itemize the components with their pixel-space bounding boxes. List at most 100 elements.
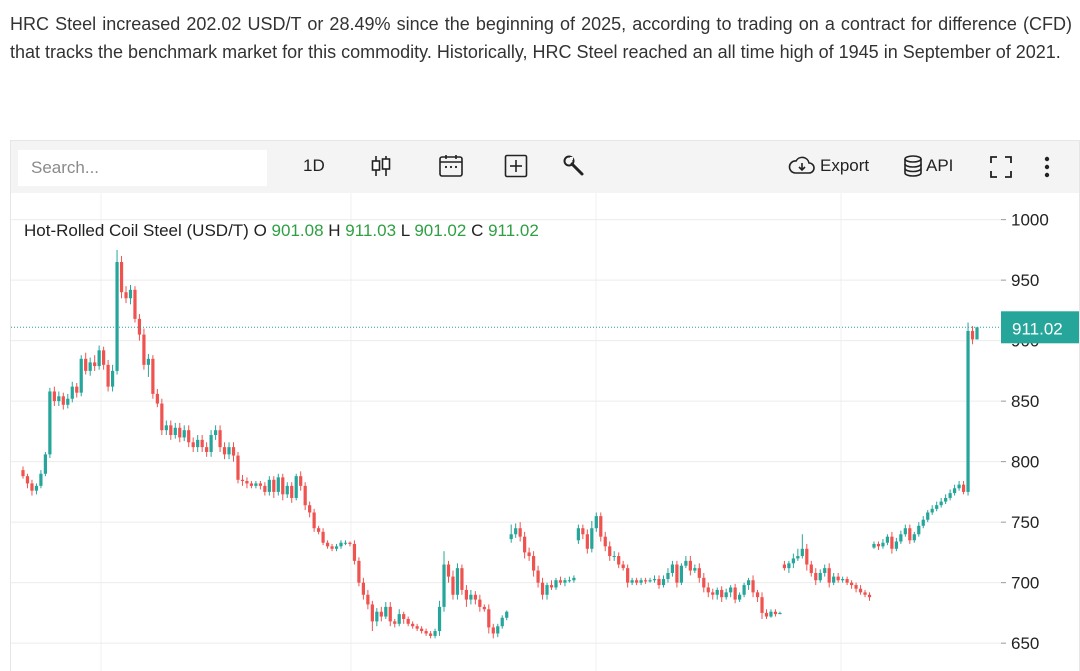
y-axis-tick-label: 1000	[1011, 211, 1049, 230]
candle-body	[818, 572, 822, 581]
candle-body	[325, 542, 330, 547]
candle-body	[316, 528, 321, 532]
plus-box-icon	[504, 154, 528, 178]
candle-body	[93, 362, 97, 367]
candle-body	[160, 403, 164, 431]
candle-body	[227, 447, 231, 455]
legend-high-value: 911.03	[345, 221, 397, 240]
candle-body	[841, 579, 845, 581]
candle-body	[702, 577, 706, 588]
candle-body	[258, 483, 262, 486]
candle-body	[858, 588, 863, 593]
candle-body	[693, 568, 697, 571]
candle-body	[778, 612, 782, 615]
candle-body	[648, 580, 652, 582]
price-chart: 1000950900850800750700650911.02	[11, 193, 1079, 671]
candle-body	[420, 628, 424, 632]
candle-body	[151, 358, 155, 394]
candle-body	[872, 543, 876, 548]
candle-body	[930, 508, 934, 513]
legend-close-value: 911.02	[488, 221, 539, 240]
candle-body	[921, 519, 925, 526]
candle-body	[670, 564, 675, 573]
candle-body	[79, 358, 83, 393]
candle-body	[285, 485, 289, 495]
candle-body	[733, 587, 737, 600]
candle-body	[388, 606, 392, 622]
last-price-badge	[1001, 311, 1079, 344]
candle-body	[567, 580, 572, 582]
candle-body	[894, 541, 898, 549]
candle-body	[446, 564, 451, 577]
candle-body	[200, 439, 204, 448]
candle-body	[634, 580, 639, 583]
interval-button[interactable]: 1D	[303, 156, 325, 175]
candle-body	[128, 289, 133, 299]
candle-body	[169, 425, 173, 436]
chart-toolbar: 1D	[11, 141, 1079, 193]
candle-body	[724, 592, 728, 598]
candle-body	[222, 447, 227, 455]
candle-body	[491, 627, 495, 634]
candle-body	[209, 435, 213, 452]
calendar-icon	[439, 155, 463, 177]
candle-body	[599, 516, 603, 537]
candle-body	[366, 594, 370, 605]
candle-body	[411, 623, 415, 627]
candle-body	[299, 476, 303, 486]
candle-body	[975, 327, 979, 340]
candle-body	[572, 577, 576, 581]
y-axis-tick-label: 700	[1011, 574, 1039, 593]
candle-body	[536, 570, 540, 583]
search-input[interactable]	[18, 150, 267, 186]
candle-body	[482, 606, 486, 610]
chart-type-button[interactable]	[369, 154, 393, 178]
candle-body	[545, 585, 549, 595]
candle-body	[590, 528, 594, 549]
candle-body	[585, 534, 589, 549]
y-axis-tick-label: 750	[1011, 513, 1039, 532]
candle-body	[845, 579, 849, 583]
candle-body	[863, 592, 867, 595]
settings-button[interactable]	[562, 154, 586, 178]
candle-body	[742, 585, 746, 595]
candle-body	[34, 485, 39, 491]
candle-body	[442, 564, 446, 607]
api-label: API	[926, 156, 954, 175]
candle-body	[379, 611, 383, 617]
candle-body	[433, 631, 437, 636]
candle-body	[205, 447, 209, 452]
candle-body	[370, 604, 374, 622]
candle-body	[912, 534, 916, 541]
candle-body	[455, 568, 460, 595]
candle-body	[375, 611, 379, 622]
candle-body	[478, 599, 482, 607]
candle-body	[652, 579, 657, 581]
candle-body	[281, 477, 285, 495]
candle-body	[876, 543, 881, 547]
candle-body	[697, 568, 701, 578]
candle-body	[885, 536, 890, 543]
fullscreen-button[interactable]	[989, 155, 1013, 179]
more-options-button[interactable]	[1043, 155, 1051, 179]
candle-body	[106, 364, 110, 387]
candle-body	[800, 548, 804, 557]
candle-body	[594, 516, 598, 529]
api-button[interactable]: API	[903, 155, 953, 177]
export-label: Export	[820, 156, 870, 175]
date-range-button[interactable]	[438, 153, 464, 179]
candle-body	[576, 528, 580, 541]
add-indicator-button[interactable]	[504, 154, 528, 178]
candle-body	[666, 572, 670, 580]
candle-body	[791, 558, 795, 564]
candle-body	[836, 576, 840, 581]
y-axis-tick-label: 850	[1011, 392, 1039, 411]
legend-low-value: 901.02	[414, 221, 467, 240]
export-button[interactable]: Export	[788, 155, 869, 177]
more-vertical-icon	[1044, 156, 1050, 178]
y-axis-tick-label: 650	[1011, 634, 1039, 653]
candle-body	[428, 633, 433, 636]
candle-body	[272, 479, 276, 492]
candle-body	[330, 546, 334, 549]
candle-body	[849, 582, 854, 586]
